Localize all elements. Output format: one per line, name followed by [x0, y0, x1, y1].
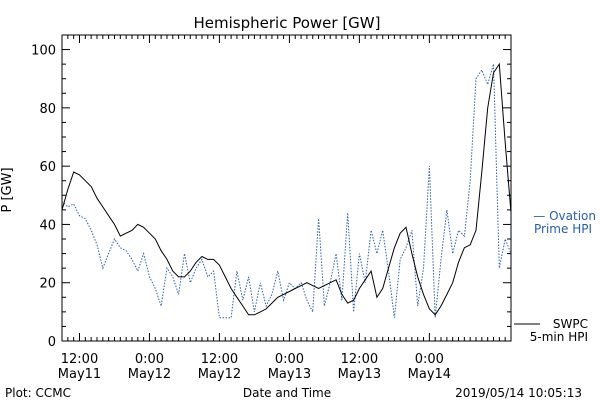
footer-right: 2019/05/14 10:05:13: [455, 386, 582, 400]
ovation-prime-series-line: [61, 63, 512, 319]
x-tick-date-label: May14: [408, 367, 451, 382]
legend-swpc-line1: SWPC: [553, 317, 588, 331]
x-tick-date-label: May13: [338, 367, 381, 382]
x-tick-date-label: May12: [198, 367, 241, 382]
x-tick-date-label: May12: [128, 367, 171, 382]
legend-ovation-line2: Prime HPI: [534, 222, 592, 236]
y-axis-label: P [GW]: [0, 167, 15, 212]
x-tick-time-label: 0:00: [135, 352, 164, 367]
x-tick-time-label: 0:00: [415, 352, 444, 367]
footer-left: Plot: CCMC: [5, 386, 71, 400]
y-tick-label: 100: [31, 44, 56, 59]
y-tick-label: 20: [39, 277, 56, 292]
x-tick-time-label: 12:00: [341, 352, 378, 367]
y-tick-label: 40: [39, 218, 56, 233]
x-tick-time-label: 12:00: [201, 352, 238, 367]
series-layer: [61, 62, 512, 319]
x-tick-time-label: 12:00: [61, 352, 98, 367]
y-axis: 0 20 40 60 80 100: [31, 34, 511, 350]
legend-ovation: — Ovation Prime HPI: [533, 209, 596, 236]
plot-frame: [61, 34, 512, 342]
y-tick-label: 0: [48, 335, 56, 350]
legend-swpc-line2: 5-min HPI: [530, 330, 588, 344]
x-axis: 12:00May110:00May1212:00May120:00May1312…: [58, 35, 512, 382]
x-tick-date-label: May11: [58, 367, 101, 382]
x-tick-date-label: May13: [268, 367, 311, 382]
legend-ovation-line1: — Ovation: [533, 209, 596, 223]
plot-area: [61, 34, 512, 342]
y-tick-label: 80: [39, 102, 56, 117]
swpc-series-line: [61, 62, 512, 316]
x-tick-time-label: 0:00: [275, 352, 304, 367]
chart-title: Hemispheric Power [GW]: [194, 14, 381, 32]
legend-swpc: SWPC 5-min HPI: [514, 317, 588, 344]
y-tick-label: 60: [39, 160, 56, 175]
x-axis-label: Date and Time: [243, 386, 331, 400]
